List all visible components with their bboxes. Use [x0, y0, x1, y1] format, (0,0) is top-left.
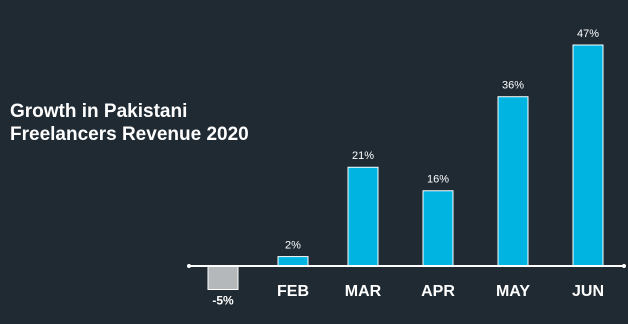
baseline-end	[187, 264, 191, 268]
value-label: 47%	[577, 28, 599, 40]
x-tick-label: APR	[421, 283, 455, 300]
bar	[347, 166, 379, 267]
x-tick-label: MAR	[345, 283, 382, 300]
chart-title: Growth in Pakistani Freelancers Revenue …	[10, 101, 249, 145]
bar	[207, 265, 239, 291]
x-tick-label: MAY	[496, 283, 530, 300]
bar	[497, 96, 529, 267]
x-tick-label: JUN	[572, 283, 604, 300]
bar	[422, 190, 454, 267]
value-label: 36%	[502, 80, 524, 92]
bar	[572, 44, 604, 267]
value-label: 16%	[427, 174, 449, 186]
x-tick-label: FEB	[277, 283, 309, 300]
value-label: -5%	[212, 294, 234, 308]
bar	[277, 256, 309, 267]
value-label: 2%	[285, 240, 301, 252]
value-label: 21%	[352, 150, 374, 162]
baseline-end	[622, 264, 626, 268]
